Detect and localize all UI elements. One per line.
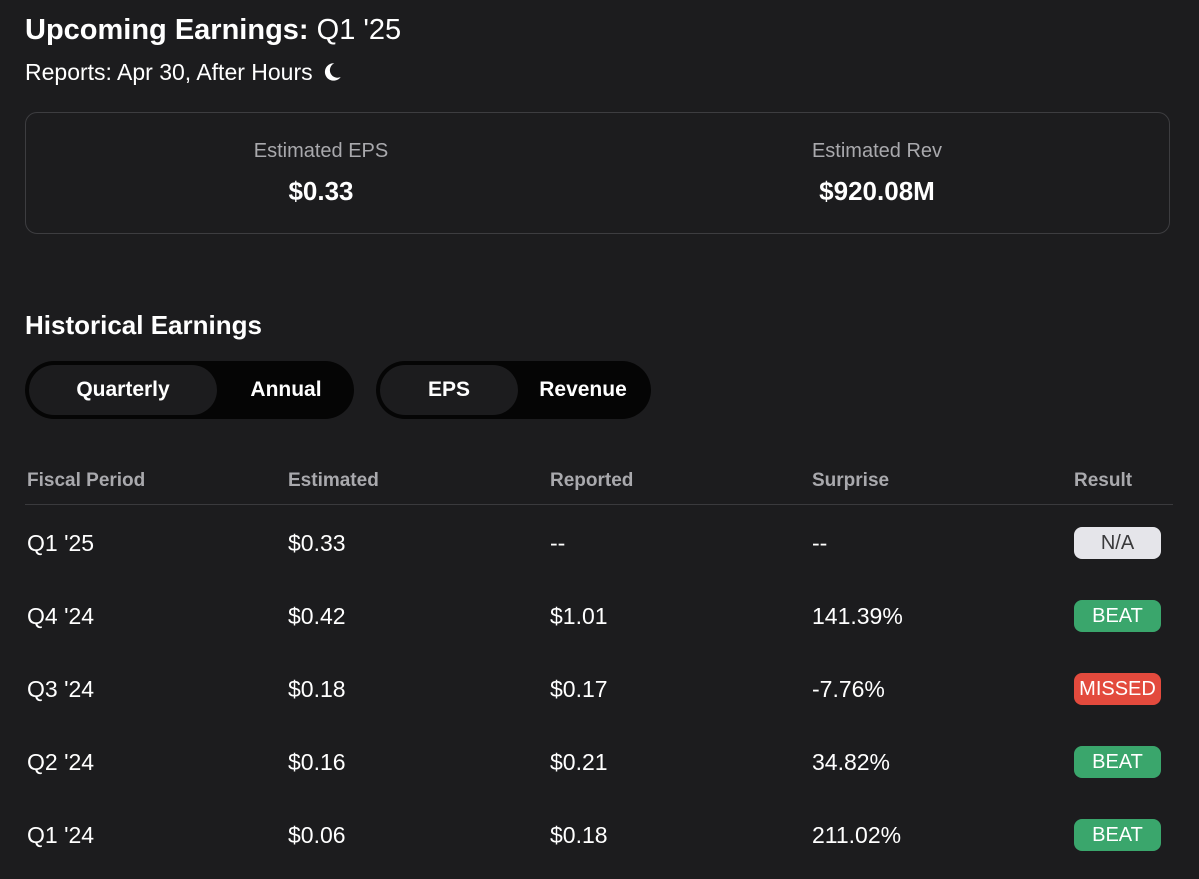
estimates-card: Estimated EPS $0.33 Estimated Rev $920.0… xyxy=(25,112,1170,234)
table-row: Q1 '24 $0.06 $0.18 211.02% BEAT xyxy=(25,815,1173,855)
table-row: Q1 '25 $0.33 -- -- N/A xyxy=(25,523,1173,563)
estimated-revenue-value: $920.08M xyxy=(819,176,935,206)
result-badge: N/A xyxy=(1074,527,1161,559)
table-header: Fiscal Period Estimated Reported Surpris… xyxy=(25,465,1173,505)
column-header-result: Result xyxy=(1074,470,1133,491)
estimated-revenue: Estimated Rev $920.08M xyxy=(727,137,1027,207)
cell-fiscal-period: Q1 '24 xyxy=(27,822,95,848)
table-row: Q4 '24 $0.42 $1.01 141.39% BEAT xyxy=(25,596,1173,636)
cell-estimated: $0.33 xyxy=(288,530,346,556)
column-header-estimated: Estimated xyxy=(288,470,379,491)
cell-estimated: $0.42 xyxy=(288,603,346,629)
period-toggle: Quarterly Annual xyxy=(25,361,354,419)
toggle-annual[interactable]: Annual xyxy=(250,378,322,401)
cell-reported: $0.18 xyxy=(550,822,608,848)
estimated-eps-value: $0.33 xyxy=(288,176,354,206)
table-row: Q2 '24 $0.16 $0.21 34.82% BEAT xyxy=(25,742,1173,782)
result-badge: BEAT xyxy=(1074,819,1161,851)
cell-reported: $0.21 xyxy=(550,749,608,775)
estimated-eps-label: Estimated EPS xyxy=(253,140,389,162)
cell-surprise: 34.82% xyxy=(812,749,891,775)
column-header-fiscal-period: Fiscal Period xyxy=(27,470,146,491)
cell-estimated: $0.06 xyxy=(288,822,346,848)
report-time: Reports: Apr 30, After Hours xyxy=(25,56,343,88)
estimated-revenue-label: Estimated Rev xyxy=(811,140,943,162)
toggle-revenue[interactable]: Revenue xyxy=(539,378,627,401)
result-badge: BEAT xyxy=(1074,600,1161,632)
toggle-eps[interactable]: EPS xyxy=(380,365,518,415)
toggle-quarterly[interactable]: Quarterly xyxy=(29,365,217,415)
table-row: Q3 '24 $0.18 $0.17 -7.76% MISSED xyxy=(25,669,1173,709)
report-time-text: Reports: Apr 30, After Hours xyxy=(25,59,313,85)
cell-fiscal-period: Q1 '25 xyxy=(27,530,95,556)
cell-surprise: 211.02% xyxy=(812,822,902,848)
cell-estimated: $0.16 xyxy=(288,749,346,775)
cell-reported: $0.17 xyxy=(550,676,608,702)
result-badge: BEAT xyxy=(1074,746,1161,778)
column-header-surprise: Surprise xyxy=(812,470,890,491)
upcoming-earnings-label: Upcoming Earnings: xyxy=(25,14,309,46)
cell-estimated: $0.18 xyxy=(288,676,346,702)
historical-earnings-title: Historical Earnings xyxy=(25,310,262,340)
estimated-eps: Estimated EPS $0.33 xyxy=(171,137,471,207)
moon-icon xyxy=(324,63,341,81)
metric-toggle: EPS Revenue xyxy=(376,361,651,419)
column-header-reported: Reported xyxy=(550,470,634,491)
cell-fiscal-period: Q2 '24 xyxy=(27,749,95,775)
cell-fiscal-period: Q3 '24 xyxy=(27,676,95,702)
upcoming-period: Q1 '25 xyxy=(316,14,402,46)
result-badge: MISSED xyxy=(1074,673,1161,705)
cell-surprise: 141.39% xyxy=(812,603,903,629)
upcoming-earnings-title: Upcoming Earnings: Q1 '25 xyxy=(25,12,401,48)
cell-fiscal-period: Q4 '24 xyxy=(27,603,95,629)
cell-surprise: -- xyxy=(812,530,828,556)
cell-reported: -- xyxy=(550,530,566,556)
cell-surprise: -7.76% xyxy=(812,676,885,702)
cell-reported: $1.01 xyxy=(550,603,608,629)
